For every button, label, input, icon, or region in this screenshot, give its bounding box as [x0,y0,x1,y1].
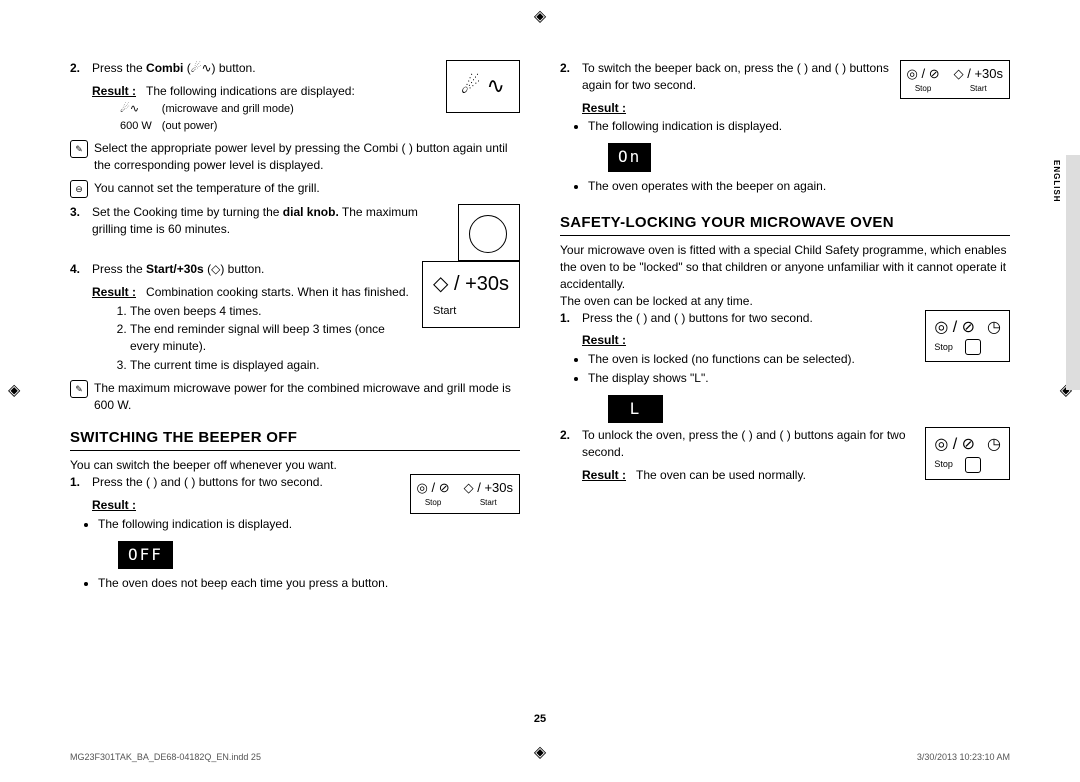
mode-table: ☄∿(microwave and grill mode) 600 W(out p… [118,100,304,137]
beeper-heading: SWITCHING THE BEEPER OFF [70,427,520,451]
stop-clock-box: ◎ / ⊘◷ Stop [925,310,1010,362]
note-3: ✎The maximum microwave power for the com… [70,380,520,414]
display-l: L [608,395,663,423]
step-2: 2. Press the Combi (☄∿) button. [70,60,438,77]
right-column: ◎ / ⊘Stop ◇ / +30sStart 2. To switch the… [560,60,1010,596]
page-number: 25 [0,712,1080,727]
note-icon: ✎ [70,140,88,158]
display-off: OFF [118,541,173,569]
crop-mark: ◈ [534,6,546,28]
display-on: On [608,143,651,171]
step-4: 4. Press the Start/+30s (◇) button. [70,261,414,278]
stop-clock-box: ◎ / ⊘◷ Stop [925,427,1010,479]
language-tab: ENGLISH [1051,160,1062,203]
button-group-box: ◎ / ⊘Stop ◇ / +30sStart [410,474,520,513]
combi-icon-box: ☄ ∿ [446,60,520,113]
lock-step-1: 1. Press the ( ) and ( ) buttons for two… [560,310,919,327]
button-group-box: ◎ / ⊘Stop ◇ / +30sStart [900,60,1010,99]
safety-heading: SAFETY-LOCKING YOUR MICROWAVE OVEN [560,212,1010,236]
beeper-intro: You can switch the beeper off whenever y… [70,457,520,474]
left-column: ☄ ∿ 2. Press the Combi (☄∿) button. Resu… [70,60,520,596]
lock-step-2: 2. To unlock the oven, press the ( ) and… [560,427,919,461]
footer: MG23F301TAK_BA_DE68-04182Q_EN.indd 25 3/… [70,751,1010,764]
footer-timestamp: 3/30/2013 10:23:10 AM [917,751,1010,764]
step-3: 3. Set the Cooking time by turning the d… [70,204,450,238]
beeper-step-1: 1. Press the ( ) and ( ) buttons for two… [70,474,404,491]
footer-file: MG23F301TAK_BA_DE68-04182Q_EN.indd 25 [70,751,261,764]
note-1: ✎Select the appropriate power level by p… [70,140,520,174]
note-2: ⊖You cannot set the temperature of the g… [70,180,520,198]
result-label: Result : [92,84,136,98]
stop-icon: ⊖ [70,180,88,198]
right-step-2: 2. To switch the beeper back on, press t… [560,60,894,94]
note-icon: ✎ [70,380,88,398]
thumb-tab [1066,155,1080,390]
start-icon-box: ◇ / +30s Start [422,261,520,328]
dial-icon-box [458,204,520,261]
safety-intro: Your microwave oven is fitted with a spe… [560,242,1010,292]
crop-mark: ◈ [8,380,20,402]
